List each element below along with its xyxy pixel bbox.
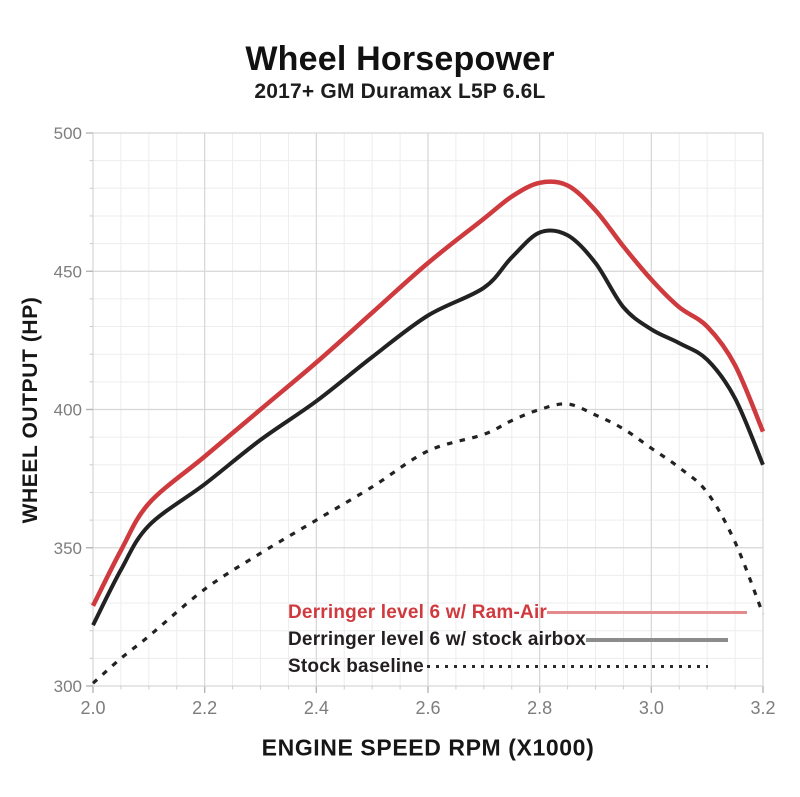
chart-subtitle: 2017+ GM Duramax L5P 6.6L <box>254 80 546 103</box>
x-axis-title: ENGINE SPEED RPM (X1000) <box>261 734 595 761</box>
legend-label-stock-baseline: Stock baseline <box>288 655 424 677</box>
legend-item-ramair: Derringer level 6 w/ Ram-Air <box>288 599 748 626</box>
y-tick-label: 450 <box>54 262 82 281</box>
legend-line-sample-ramair <box>547 611 748 614</box>
x-tick-label: 3.0 <box>639 698 664 718</box>
x-tick-label: 3.2 <box>750 698 775 718</box>
legend-line-sample-stock-baseline <box>427 665 708 668</box>
x-tick-label: 2.2 <box>192 698 217 718</box>
curve-derringer-ramair <box>90 179 766 607</box>
y-tick-label: 300 <box>54 677 82 696</box>
y-tick-label: 500 <box>54 124 82 143</box>
legend: Derringer level 6 w/ Ram-Air Derringer l… <box>288 599 748 680</box>
y-tick-label: 350 <box>54 539 82 558</box>
x-tick-label: 2.8 <box>527 698 552 718</box>
legend-label-stock-airbox: Derringer level 6 w/ stock airbox <box>288 628 587 650</box>
y-tick-label: 400 <box>54 401 82 420</box>
curve-derringer-stock-airbox <box>91 228 765 627</box>
x-tick-label: 2.0 <box>80 698 105 718</box>
y-axis-title: WHEEL OUTPUT (HP) <box>19 296 42 524</box>
chart-title: Wheel Horsepower <box>245 40 555 78</box>
x-tick-label: 2.4 <box>304 698 329 718</box>
legend-label-ramair: Derringer level 6 w/ Ram-Air <box>288 601 548 623</box>
curve-stock-baseline <box>91 402 765 685</box>
legend-item-stock-airbox: Derringer level 6 w/ stock airbox <box>288 626 729 653</box>
x-tick-label: 2.6 <box>415 698 440 718</box>
legend-item-stock-baseline: Stock baseline <box>288 653 708 680</box>
legend-line-sample-stock-airbox <box>586 637 729 642</box>
